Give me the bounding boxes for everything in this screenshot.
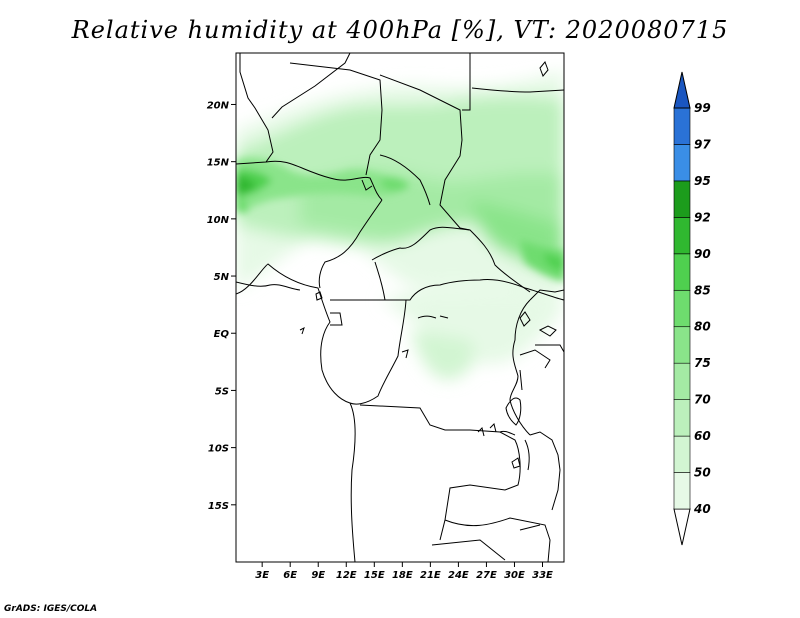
- lat-label: 20N: [207, 100, 230, 111]
- lon-label: 3E: [255, 570, 269, 581]
- colorbar-level-label: 50: [694, 466, 711, 480]
- colorbar-level-label: 60: [694, 429, 711, 443]
- colorbar-segment: [673, 435, 691, 473]
- credit-text: GrADS: IGES/COLA: [4, 604, 98, 614]
- colorbar-segment: [673, 180, 691, 218]
- colorbar-level-label: 40: [693, 502, 711, 516]
- colorbar: 40 50 60 70 75 80 85 90 92 95 97 99: [673, 71, 711, 546]
- latitude-axis: 20N 15N 10N 5N EQ 5S 10S 15S: [207, 100, 236, 512]
- lon-label: 27E: [476, 570, 497, 581]
- colorbar-segment: [673, 399, 691, 437]
- lon-label: 18E: [392, 570, 413, 581]
- colorbar-level-label: 95: [694, 174, 711, 188]
- colorbar-segment: [673, 144, 691, 182]
- lon-label: 33E: [532, 570, 553, 581]
- lon-label: 24E: [448, 570, 469, 581]
- map-title: Relative humidity at 400hPa [%], VT: 202…: [71, 16, 729, 44]
- colorbar-segment: [673, 253, 691, 291]
- lat-label: 15N: [207, 158, 230, 169]
- colorbar-level-label: 85: [694, 283, 711, 297]
- colorbar-low-end: [673, 508, 691, 546]
- lon-label: 21E: [420, 570, 441, 581]
- colorbar-segment: [673, 362, 691, 400]
- lon-label: 15E: [364, 570, 385, 581]
- lon-label: 6E: [283, 570, 297, 581]
- colorbar-level-label: 92: [694, 210, 711, 224]
- longitude-axis: 3E 6E 9E 12E 15E 18E 21E 24E 27E 30E 33E: [255, 562, 553, 581]
- lat-label: 5N: [214, 272, 230, 283]
- colorbar-level-label: 80: [694, 320, 711, 334]
- lon-label: 9E: [311, 570, 325, 581]
- colorbar-segment: [673, 107, 691, 145]
- lat-label: 15S: [208, 501, 229, 512]
- lon-label: 12E: [336, 570, 357, 581]
- map-boundaries: [236, 53, 564, 562]
- colorbar-level-label: 75: [694, 356, 711, 370]
- colorbar-segment: [673, 289, 691, 328]
- lat-label: EQ: [214, 329, 230, 340]
- colorbar-level-label: 90: [694, 247, 711, 261]
- colorbar-level-label: 97: [694, 137, 711, 151]
- colorbar-level-label: 99: [694, 101, 711, 115]
- colorbar-level-label: 70: [694, 393, 711, 407]
- lat-label: 5S: [215, 386, 229, 397]
- lon-label: 30E: [504, 570, 525, 581]
- colorbar-segment: [673, 326, 691, 364]
- colorbar-segment: [673, 472, 691, 510]
- colorbar-segment: [673, 217, 691, 255]
- lat-label: 10S: [208, 444, 229, 455]
- colorbar-high-end: [673, 71, 691, 109]
- humidity-shading: [236, 70, 564, 380]
- lat-label: 10N: [207, 215, 230, 226]
- plot-frame: [235, 52, 565, 563]
